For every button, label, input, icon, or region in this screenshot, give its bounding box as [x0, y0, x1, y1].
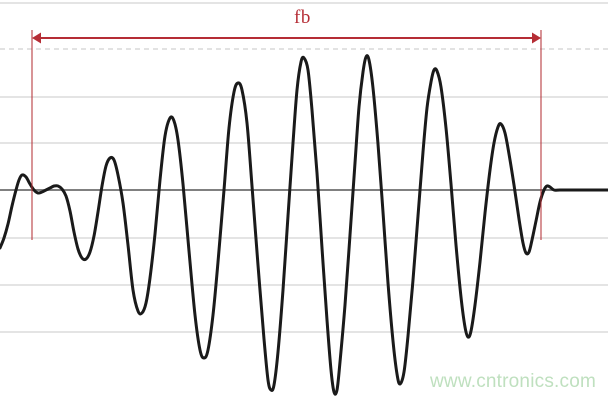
fb-arrowhead-left: [32, 32, 41, 44]
fb-annotation-group: [31, 30, 542, 240]
gridlines-group: [0, 2, 608, 333]
waveform-curve: [0, 54, 608, 396]
fb-arrowhead-right: [532, 32, 541, 44]
watermark-text: www.cntronics.com: [430, 371, 596, 392]
